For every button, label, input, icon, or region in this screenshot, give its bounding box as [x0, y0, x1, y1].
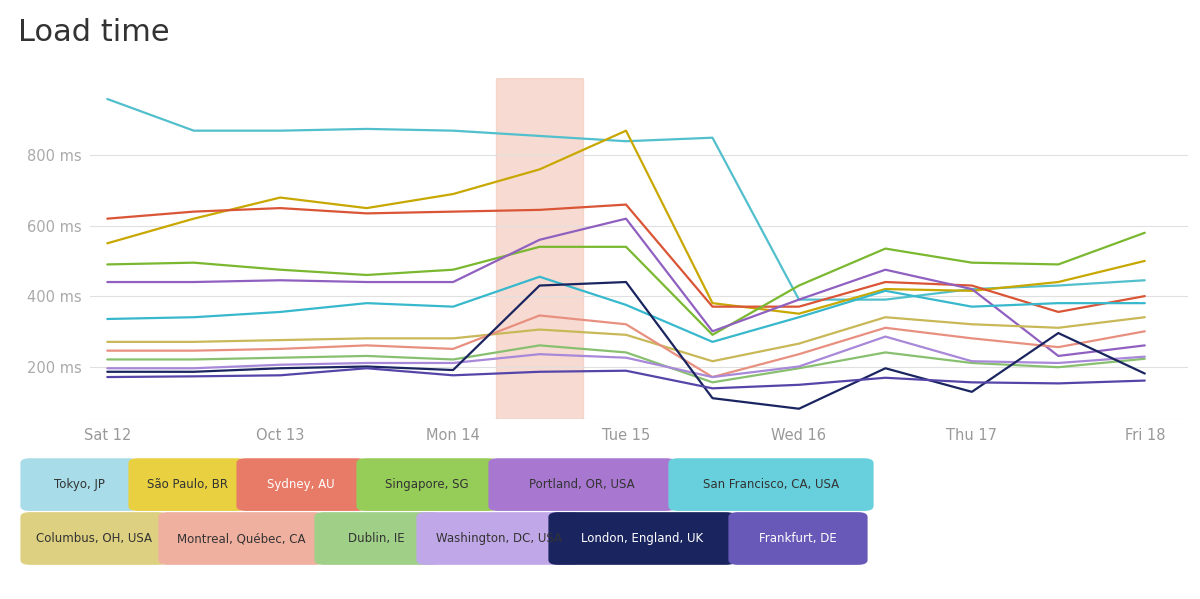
Text: Columbus, OH, USA: Columbus, OH, USA: [36, 532, 152, 545]
Text: San Francisco, CA, USA: San Francisco, CA, USA: [703, 478, 839, 491]
Text: Montreal, Québec, CA: Montreal, Québec, CA: [176, 532, 306, 545]
Text: Washington, DC, USA: Washington, DC, USA: [437, 532, 563, 545]
Text: Dublin, IE: Dublin, IE: [348, 532, 406, 545]
Text: Load time: Load time: [18, 18, 169, 47]
Text: Portland, OR, USA: Portland, OR, USA: [529, 478, 635, 491]
Bar: [497, 78, 583, 419]
Text: London, England, UK: London, England, UK: [581, 532, 703, 545]
Text: Frankfurt, DE: Frankfurt, DE: [760, 532, 836, 545]
Text: São Paulo, BR: São Paulo, BR: [146, 478, 228, 491]
Text: Sydney, AU: Sydney, AU: [268, 478, 335, 491]
Text: Singapore, SG: Singapore, SG: [385, 478, 469, 491]
Text: Tokyo, JP: Tokyo, JP: [54, 478, 104, 491]
